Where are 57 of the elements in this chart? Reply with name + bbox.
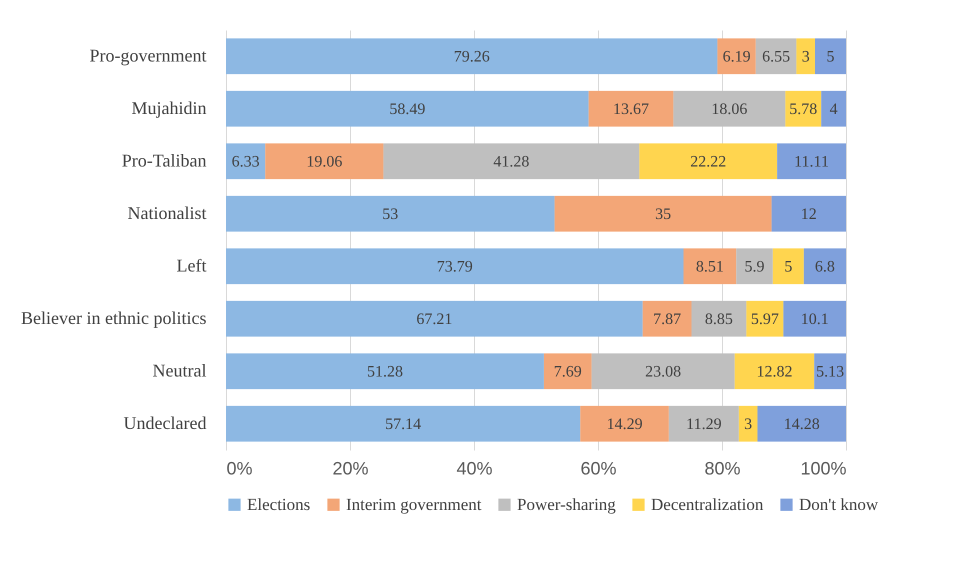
legend-label: Elections: [247, 494, 310, 514]
data-label: 35: [655, 206, 672, 223]
data-label: 41.28: [493, 153, 530, 170]
data-label: 6.8: [814, 258, 835, 276]
data-label: 5.9: [744, 258, 765, 276]
y-tick-label: Pro-Taliban: [122, 150, 206, 170]
y-tick-label: Nationalist: [128, 202, 206, 223]
data-label: 13.67: [613, 100, 650, 118]
legend-label: Don't know: [799, 494, 879, 514]
y-tick-label: Mujahidin: [132, 98, 206, 118]
x-tick-label: 60%: [580, 458, 617, 478]
data-label: 3: [802, 48, 810, 66]
data-label: 11.11: [794, 153, 829, 170]
data-label: 6.55: [762, 48, 790, 66]
data-label: 6.33: [232, 153, 260, 170]
y-tick-label: Undeclared: [124, 412, 206, 433]
y-tick-label: Pro-government: [90, 45, 206, 66]
data-label: 57.14: [385, 416, 422, 433]
data-label: 12: [800, 206, 817, 223]
data-label: 4: [830, 100, 838, 118]
legend-label: Power-sharing: [517, 494, 616, 514]
data-label: 5.78: [789, 100, 818, 118]
x-tick-label: 20%: [332, 458, 369, 478]
x-tick-label: 40%: [456, 458, 493, 478]
data-label: 5: [784, 258, 792, 276]
x-tick-label: 80%: [704, 458, 741, 478]
data-label: 6.19: [722, 48, 751, 66]
data-label: 7.87: [653, 310, 682, 328]
data-label: 53: [382, 206, 398, 223]
data-label: 51.28: [366, 363, 403, 380]
data-label: 5: [826, 48, 834, 66]
data-label: 5.97: [750, 310, 779, 328]
y-tick-label: Left: [176, 255, 206, 276]
data-label: 14.29: [606, 416, 643, 433]
data-label: 79.26: [454, 48, 490, 66]
data-label: 12.82: [756, 363, 792, 380]
data-label: 8.85: [704, 310, 733, 328]
data-label: 5.13: [816, 363, 844, 380]
data-label: 3: [744, 416, 752, 433]
data-label: 67.21: [416, 310, 452, 328]
data-label: 10.1: [800, 310, 829, 328]
legend-label: Interim government: [346, 494, 482, 514]
data-label: 8.51: [696, 258, 724, 276]
data-label: 58.49: [389, 100, 426, 118]
data-label: 7.69: [554, 363, 582, 380]
y-tick-label: Neutral: [152, 360, 206, 380]
data-label: 19.06: [306, 153, 342, 170]
x-tick-label: 0%: [226, 458, 253, 478]
data-label: 22.22: [690, 153, 726, 170]
data-label: 23.08: [645, 363, 682, 380]
data-label: 11.29: [686, 416, 722, 433]
data-label: 73.79: [436, 258, 473, 276]
legend-label: Decentralization: [651, 494, 764, 514]
x-tick-label: 100%: [800, 458, 846, 478]
y-tick-label: Believer in ethnic politics: [21, 308, 206, 328]
data-label: 18.06: [711, 100, 748, 118]
data-label: 14.28: [784, 416, 820, 433]
